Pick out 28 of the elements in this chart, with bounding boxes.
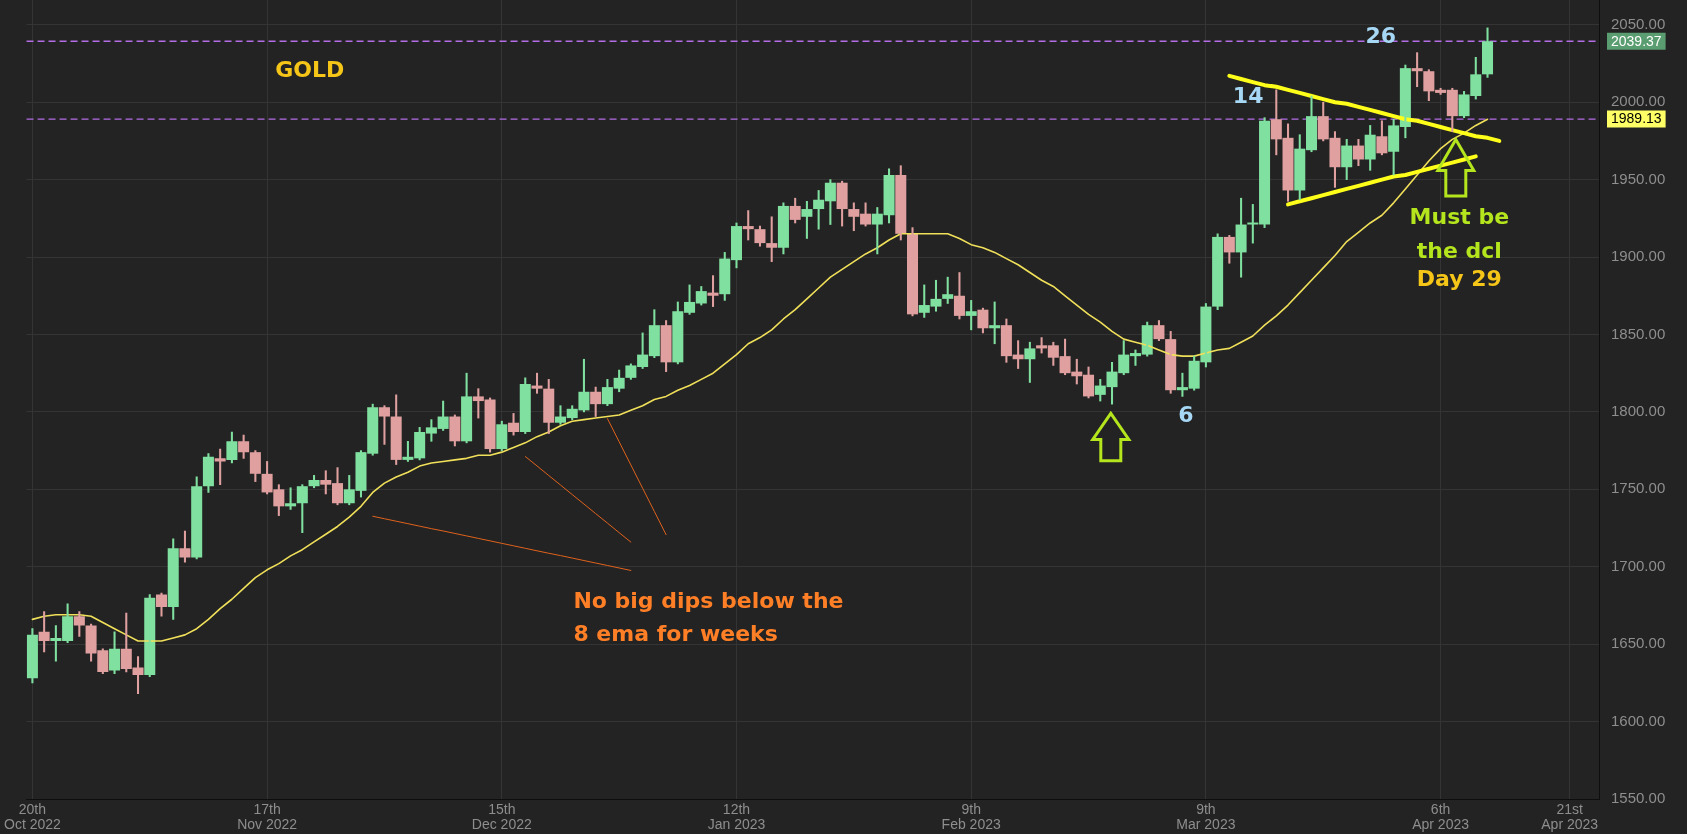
y-tick-label: 1800.00 [1611,402,1666,420]
x-tick-label: 9th Mar 2023 [1176,801,1236,832]
y-tick-label: 1850.00 [1611,324,1666,342]
y-tick-label: 2000.00 [1611,92,1666,110]
x-tick-label: 15th Dec 2022 [471,801,532,832]
y-tick-label: 2050.00 [1611,14,1666,32]
annotation: Must be the dcl [1409,204,1510,264]
x-tick-label: 12th Jan 2023 [707,801,766,832]
y-tick-label: 1950.00 [1611,169,1666,187]
x-tick-label: 17th Nov 2022 [237,801,298,832]
ref-line-label: 1989.13 [1611,110,1662,127]
annotation: No big dips below the 8 ema for weeks [573,588,844,647]
y-tick-label: 1750.00 [1611,479,1666,497]
ref-line-label: 2039.37 [1611,32,1662,49]
annotation: Day 29 [1416,265,1502,291]
y-tick-label: 1900.00 [1611,247,1666,265]
x-tick-label: 21st Apr 2023 [1541,801,1599,832]
y-tick-label: 1700.00 [1611,556,1666,574]
y-tick-label: 1650.00 [1611,634,1666,652]
x-tick-label: 6th Apr 2023 [1412,801,1470,832]
annotation: 14 [1232,83,1264,109]
x-tick-label: 9th Feb 2023 [941,801,1001,832]
annotation: 26 [1365,22,1397,48]
x-tick-label: 20th Oct 2022 [3,801,62,832]
y-tick-label: 1550.00 [1611,789,1666,807]
annotation: 6 [1178,402,1194,428]
text: GOLD [275,56,345,82]
y-tick-label: 1600.00 [1611,711,1666,729]
